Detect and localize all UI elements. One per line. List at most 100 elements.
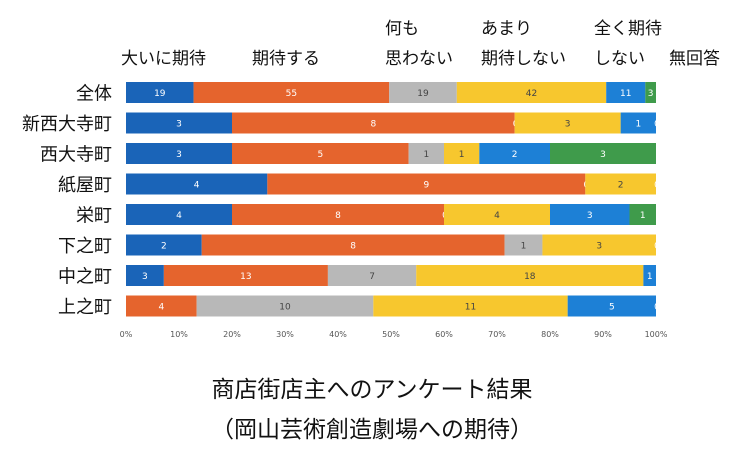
x-tick-label: 90%: [594, 330, 612, 339]
bar-segment: [514, 112, 621, 134]
category-label: 栄町: [76, 206, 112, 227]
bar-segment: [126, 112, 232, 134]
bar-segment: [193, 82, 390, 103]
data-label: 4: [494, 211, 500, 221]
data-label: 4: [158, 303, 164, 313]
category-label: 下之町: [58, 236, 112, 257]
chart-title-line-1: 商店街店主へのアンケート結果: [211, 377, 533, 403]
data-label: 1: [521, 242, 527, 252]
data-label: 19: [417, 89, 429, 99]
data-label: 3: [587, 211, 593, 221]
data-label: 19: [154, 89, 166, 99]
data-label: 8: [370, 120, 376, 130]
bar-segment: [126, 265, 164, 286]
bar-segment: [389, 82, 457, 103]
category-label: 新西大寺町: [22, 114, 112, 135]
data-label: 3: [176, 120, 182, 130]
bar-segment: [629, 204, 656, 225]
data-label: 3: [176, 150, 182, 160]
data-label: 2: [161, 242, 167, 252]
bar-segment: [606, 82, 646, 103]
legend-label-5: 全く期待 しない: [594, 19, 662, 69]
data-label: 3: [142, 272, 148, 282]
bar-segment: [232, 143, 409, 164]
bar-segment: [444, 204, 550, 225]
bar-segment: [550, 204, 630, 225]
data-label: 4: [194, 181, 200, 191]
data-label: 2: [618, 181, 624, 191]
category-label: 紙屋町: [58, 175, 112, 196]
data-label: 10: [279, 303, 291, 313]
data-label: 42: [526, 89, 537, 99]
data-label: 1: [423, 150, 429, 160]
chart-title-line-2: （岡山芸術創造劇場への期待）: [211, 417, 533, 443]
data-label: 4: [176, 211, 182, 221]
data-label: 11: [620, 89, 631, 99]
bar-segment: [416, 265, 644, 286]
bar-segment: [196, 295, 374, 317]
category-label: 全体: [76, 84, 112, 105]
bar-segment: [126, 82, 194, 103]
bar-segment: [232, 204, 444, 225]
data-label: 0: [654, 303, 660, 313]
bar-segment: [456, 82, 607, 103]
data-label: 18: [524, 272, 536, 282]
bar-segment: [126, 234, 202, 256]
data-label: 2: [512, 150, 518, 160]
data-label: 1: [635, 120, 641, 130]
x-tick-label: 60%: [435, 330, 453, 339]
data-label: 1: [640, 211, 646, 221]
data-label: 5: [317, 150, 323, 160]
bar-segment: [645, 82, 656, 103]
bar-segment: [267, 173, 586, 195]
data-label: 9: [423, 181, 429, 191]
bar-segment: [643, 265, 656, 286]
legend-label-1: 大いに期待: [121, 49, 206, 69]
data-label: 3: [648, 89, 654, 99]
bar-segment: [126, 295, 197, 317]
bar-segment: [479, 143, 550, 164]
data-label: 55: [286, 89, 297, 99]
x-tick-label: 50%: [382, 330, 400, 339]
data-label: 7: [369, 272, 375, 282]
data-label: 11: [465, 303, 476, 313]
data-label: 1: [459, 150, 465, 160]
bar-segment: [504, 234, 543, 256]
bar-segment: [327, 265, 417, 286]
data-label: 8: [350, 242, 356, 252]
data-label: 8: [335, 211, 341, 221]
category-label: 上之町: [58, 297, 112, 318]
data-label: 3: [596, 242, 602, 252]
bar-segment: [163, 265, 328, 286]
x-tick-label: 80%: [541, 330, 559, 339]
bar-segment: [550, 143, 656, 164]
x-tick-label: 0%: [120, 330, 133, 339]
x-tick-label: 100%: [645, 330, 668, 339]
category-label: 西大寺町: [40, 145, 112, 166]
data-label: 5: [609, 303, 615, 313]
x-tick-label: 30%: [276, 330, 294, 339]
x-tick-label: 20%: [223, 330, 241, 339]
legend-label-4: あまり 期待しない: [481, 19, 566, 69]
bar-segment: [232, 112, 515, 134]
bar-segment: [567, 295, 656, 317]
data-label: 13: [240, 272, 251, 282]
bar-segment: [126, 204, 232, 225]
category-label: 中之町: [58, 267, 112, 288]
bar-segment: [126, 143, 232, 164]
bar-segment: [373, 295, 568, 317]
bar-segment: [444, 143, 480, 164]
legend-label-2: 期待する: [252, 49, 320, 69]
x-tick-label: 10%: [170, 330, 188, 339]
data-label: 0: [654, 181, 660, 191]
x-tick-label: 40%: [329, 330, 347, 339]
data-label: 0: [654, 120, 660, 130]
x-tick-label: 70%: [488, 330, 506, 339]
bar-segment: [585, 173, 656, 195]
bar-segment: [620, 112, 656, 134]
bar-segment: [126, 173, 268, 195]
data-label: 3: [600, 150, 606, 160]
legend-label-3: 何も 思わない: [385, 19, 453, 69]
bar-segment: [542, 234, 656, 256]
